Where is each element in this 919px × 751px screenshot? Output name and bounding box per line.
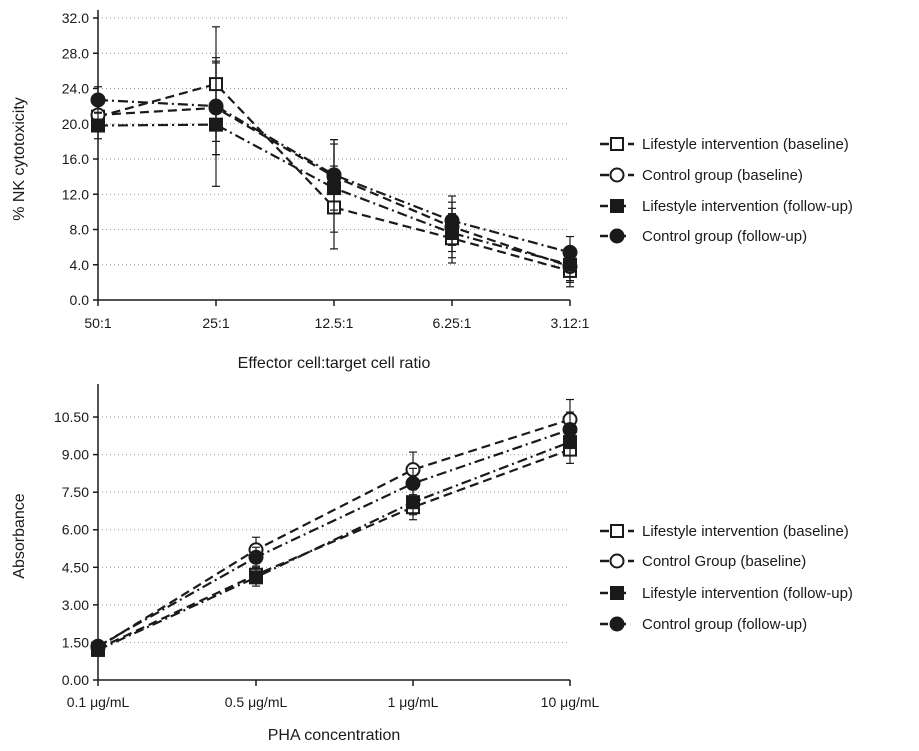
legend-marker: [609, 553, 625, 569]
x-tick-label: 50:1: [84, 315, 111, 331]
series-4: [90, 57, 578, 269]
series-4: [90, 411, 578, 654]
data-point: [248, 549, 264, 565]
series-line: [97, 428, 571, 648]
nk-cytotoxicity-chart: 0.0 4.0 8.0 12.0 16.0 20.0 24.0 28.0 32.0 50:1 25:…: [11, 10, 853, 372]
legend-marker: [610, 524, 624, 538]
y-tick-label: 12.0: [62, 186, 89, 202]
data-point: [562, 422, 578, 438]
legend-label: Lifestyle intervention (baseline): [642, 136, 849, 153]
data-point: [208, 98, 224, 114]
y-tick-label: 16.0: [62, 151, 89, 167]
legend-marker: [609, 228, 625, 244]
legend-item: Lifestyle intervention (follow-up): [600, 585, 853, 602]
y-tick-label: 0.0: [70, 292, 90, 308]
legend-item: Control Group (baseline): [600, 553, 806, 570]
legend-label: Lifestyle intervention (follow-up): [642, 198, 853, 215]
x-axis-title: Effector cell:target cell ratio: [238, 355, 431, 372]
legend-label: Control group (follow-up): [642, 616, 807, 633]
x-tick-label: 12.5:1: [315, 315, 354, 331]
legend-item: Lifestyle intervention (baseline): [600, 136, 849, 153]
legend-item: Lifestyle intervention (baseline): [600, 523, 849, 540]
series-2: [90, 398, 578, 655]
data-point: [90, 92, 106, 108]
legend-label: Lifestyle intervention (baseline): [642, 523, 849, 540]
series-line: [97, 448, 571, 650]
data-point: [562, 244, 578, 260]
legend-item: Control group (follow-up): [600, 228, 807, 245]
legend-label: Control Group (baseline): [642, 553, 806, 570]
legend-item: Control group (baseline): [600, 167, 803, 184]
y-tick-label: 9.00: [62, 447, 89, 463]
y-axis-title: % NK cytotoxicity: [11, 97, 28, 221]
y-tick-label: 8.0: [70, 222, 90, 238]
legend-marker: [609, 167, 625, 183]
y-tick-label: 0.00: [62, 672, 89, 688]
legend-item: Lifestyle intervention (follow-up): [600, 198, 853, 215]
data-point: [91, 118, 105, 133]
y-tick-label: 32.0: [62, 10, 89, 26]
x-tick-label: 10 μg/mL: [541, 694, 600, 710]
legend-label: Control group (follow-up): [642, 228, 807, 245]
y-tick-label: 20.0: [62, 116, 89, 132]
x-tick-label: 25:1: [202, 315, 229, 331]
y-tick-label: 1.50: [62, 634, 89, 650]
y-tick-label: 6.00: [62, 522, 89, 538]
series-line: [97, 418, 571, 649]
y-axis-title: Absorbance: [11, 493, 28, 578]
y-tick-label: 4.0: [70, 257, 90, 273]
x-axis-title: PHA concentration: [268, 727, 401, 744]
y-tick-label: 28.0: [62, 45, 89, 61]
x-tick-label: 3.12:1: [551, 315, 590, 331]
x-tick-label: 1 μg/mL: [388, 694, 439, 710]
x-tick-label: 0.1 μg/mL: [67, 694, 130, 710]
data-point: [249, 570, 263, 585]
legend-label: Control group (baseline): [642, 167, 803, 184]
series-line: [97, 441, 571, 651]
y-tick-label: 3.00: [62, 597, 89, 613]
y-tick-label: 4.50: [62, 559, 89, 575]
legend-marker: [609, 616, 625, 632]
y-tick-label: 7.50: [62, 484, 89, 500]
legend-label: Lifestyle intervention (follow-up): [642, 585, 853, 602]
pha-absorbance-chart: 0.00 1.50 3.00 4.50 6.00 7.50 9.00 10.50 0.1 μg/…: [11, 384, 853, 744]
x-tick-label: 6.25:1: [433, 315, 472, 331]
legend-marker: [610, 586, 624, 600]
series-line: [97, 82, 571, 272]
legend-marker: [610, 199, 624, 213]
data-point: [405, 475, 421, 491]
data-point: [90, 638, 106, 654]
x-tick-label: 0.5 μg/mL: [225, 694, 288, 710]
legend-item: Control group (follow-up): [600, 616, 807, 633]
y-tick-label: 24.0: [62, 81, 89, 97]
data-point: [326, 167, 342, 183]
data-point: [444, 213, 460, 229]
y-tick-label: 10.50: [54, 409, 89, 425]
legend-marker: [610, 137, 624, 151]
